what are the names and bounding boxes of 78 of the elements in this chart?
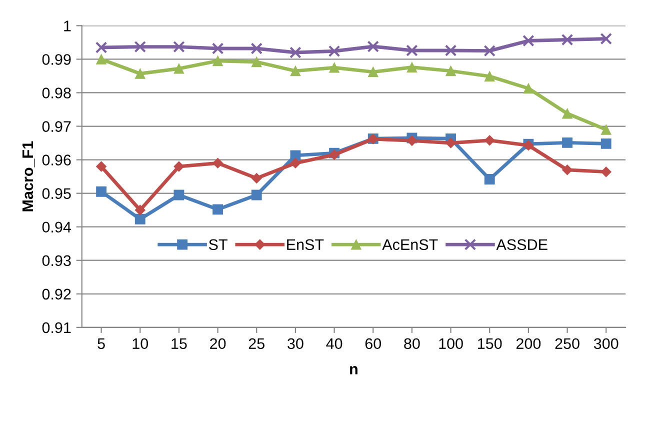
point — [251, 172, 262, 184]
point — [484, 174, 495, 184]
y-tick-label: 0.99 — [42, 54, 71, 65]
x-tick-label: 300 — [594, 338, 618, 350]
point — [484, 71, 495, 82]
point — [290, 66, 301, 76]
point — [484, 135, 495, 146]
point — [96, 186, 106, 197]
y-tick-label: 0.94 — [42, 222, 72, 233]
point — [134, 204, 146, 216]
point — [173, 40, 185, 53]
legend-label: AcEnST — [382, 239, 438, 250]
point — [562, 137, 572, 148]
point — [406, 135, 418, 146]
point — [290, 150, 301, 161]
y-tick-label: 0.98 — [42, 88, 71, 98]
point — [600, 138, 612, 149]
point — [250, 42, 263, 54]
x-tick-label: 40 — [326, 338, 342, 350]
x-tick-label: 200 — [516, 338, 541, 350]
point — [446, 66, 456, 76]
point — [251, 190, 262, 200]
x-tick-label: 80 — [404, 338, 420, 350]
x-tick-label: 5 — [98, 338, 105, 350]
legend-label: EnST — [287, 239, 324, 250]
point — [290, 158, 301, 168]
y-tick-label: 0.96 — [42, 154, 71, 166]
point — [600, 166, 612, 178]
legend-label: ASSDE — [496, 239, 548, 250]
point — [134, 68, 146, 79]
point — [523, 83, 534, 94]
point — [522, 34, 534, 47]
point — [562, 164, 573, 176]
x-tick-label: 250 — [555, 338, 580, 350]
x-tick-label: 30 — [288, 338, 304, 350]
x-tick-label: 15 — [172, 338, 187, 350]
legend-label: ST — [208, 239, 228, 250]
point — [484, 44, 496, 57]
point — [329, 62, 340, 73]
x-tick-label: 20 — [210, 338, 226, 350]
x-tick-label: 10 — [132, 338, 148, 350]
y-tick-label: 0.91 — [42, 322, 71, 334]
point — [368, 66, 378, 78]
point — [212, 204, 223, 215]
point — [95, 42, 108, 54]
point — [367, 40, 380, 52]
point — [600, 124, 612, 135]
y-tick-label: 0.97 — [42, 121, 71, 132]
y-axis-title: Macro_F1 — [22, 141, 35, 212]
x-tick-label: 60 — [365, 338, 382, 350]
point — [212, 42, 224, 54]
point — [600, 32, 612, 45]
y-tick-label: 1 — [64, 20, 71, 32]
point — [212, 56, 223, 66]
y-tick-label: 0.93 — [42, 255, 71, 266]
point — [406, 44, 418, 56]
point — [406, 62, 418, 72]
point — [96, 161, 107, 172]
point — [174, 63, 184, 74]
y-tick-label: 0.92 — [42, 288, 71, 300]
x-tick-label: 150 — [478, 338, 502, 350]
point — [562, 108, 572, 119]
point — [561, 34, 574, 46]
x-axis-title: n — [350, 366, 358, 374]
point — [290, 46, 302, 58]
point — [444, 44, 457, 56]
y-tick-label: 0.95 — [42, 188, 71, 199]
point — [96, 54, 106, 64]
point — [134, 214, 146, 224]
point — [328, 45, 340, 58]
point — [134, 40, 146, 53]
point — [174, 190, 184, 200]
point — [251, 56, 262, 68]
point — [446, 138, 456, 148]
point — [174, 161, 184, 172]
x-tick-label: 25 — [248, 338, 264, 350]
point — [212, 158, 224, 168]
x-tick-label: 100 — [439, 338, 463, 350]
